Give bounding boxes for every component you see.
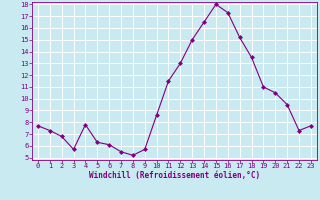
- X-axis label: Windchill (Refroidissement éolien,°C): Windchill (Refroidissement éolien,°C): [89, 171, 260, 180]
